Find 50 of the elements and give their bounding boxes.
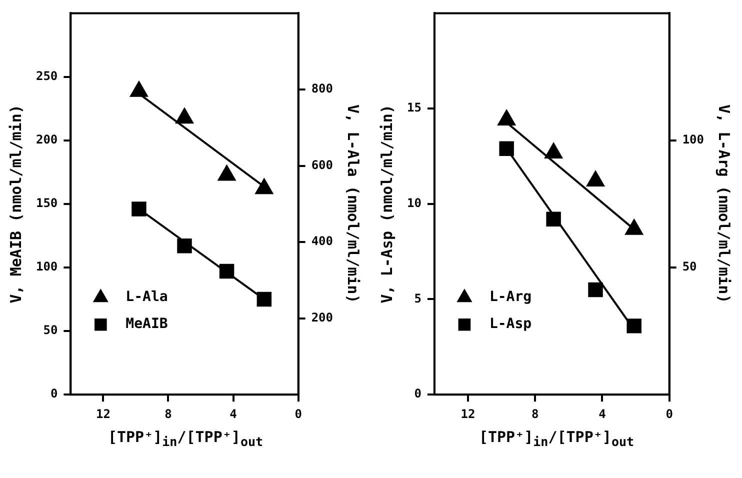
y2-tick-label: 100 <box>682 132 704 146</box>
point <box>130 81 148 97</box>
x-tick-label: 4 <box>598 406 606 421</box>
y-tick-label: 0 <box>50 386 58 401</box>
legend-label: L-Ala <box>126 289 168 306</box>
point <box>132 202 146 216</box>
x-tick-label: 0 <box>666 406 673 421</box>
y-tick-label: 10 <box>406 196 422 210</box>
legend-label: MeAIB <box>126 316 168 332</box>
x-tick-label: 4 <box>230 406 237 421</box>
point <box>176 108 194 124</box>
x-axis-title: [TPP⁺]$_{in}$/[TPP⁺]$_{out}$ <box>478 428 636 449</box>
y2-tick-label: 800 <box>311 82 334 96</box>
y2-tick-label: 200 <box>311 310 334 324</box>
y2-axis-title: V, L-Arg (nmol/ml/min) <box>715 104 734 304</box>
y2-tick-label: 50 <box>682 260 697 274</box>
y-tick-label: 15 <box>406 100 422 115</box>
point <box>256 292 272 307</box>
x-tick-label: 0 <box>294 406 302 421</box>
legend-label: L-Arg <box>489 289 532 306</box>
point <box>219 264 234 279</box>
point <box>546 212 561 227</box>
x-axis-title: [TPP⁺]$_{in}$/[TPP⁺]$_{out}$ <box>106 428 264 449</box>
y2-axis-title: V, L-Ala (nmol/ml/min) <box>344 104 362 304</box>
x-tick-label: 8 <box>164 406 172 421</box>
y-axis-title: V, MeAIB (nmol/ml/min) <box>6 104 25 304</box>
y-tick-label: 100 <box>36 260 58 274</box>
point <box>626 318 642 334</box>
point <box>218 165 236 181</box>
point <box>588 282 603 298</box>
point <box>499 141 514 156</box>
point <box>544 143 562 159</box>
y-tick-label: 200 <box>36 132 58 146</box>
y2-tick-label: 600 <box>311 158 334 172</box>
point <box>177 238 192 254</box>
y2-tick-label: 400 <box>311 234 334 248</box>
y-tick-label: 5 <box>414 291 422 306</box>
y-axis-title: V, L-Asp (nmol/ml/min) <box>378 104 396 304</box>
y-tick-label: 150 <box>36 196 58 210</box>
point <box>255 178 273 194</box>
legend-label: L-Asp <box>489 316 532 332</box>
x-tick-label: 12 <box>460 406 476 421</box>
point <box>498 110 516 126</box>
y-tick-label: 50 <box>43 323 58 338</box>
y-tick-label: 0 <box>414 386 422 401</box>
point <box>625 219 643 235</box>
x-tick-label: 8 <box>531 406 539 421</box>
x-tick-label: 12 <box>96 406 110 421</box>
y-tick-label: 250 <box>36 68 58 83</box>
point <box>586 171 604 187</box>
